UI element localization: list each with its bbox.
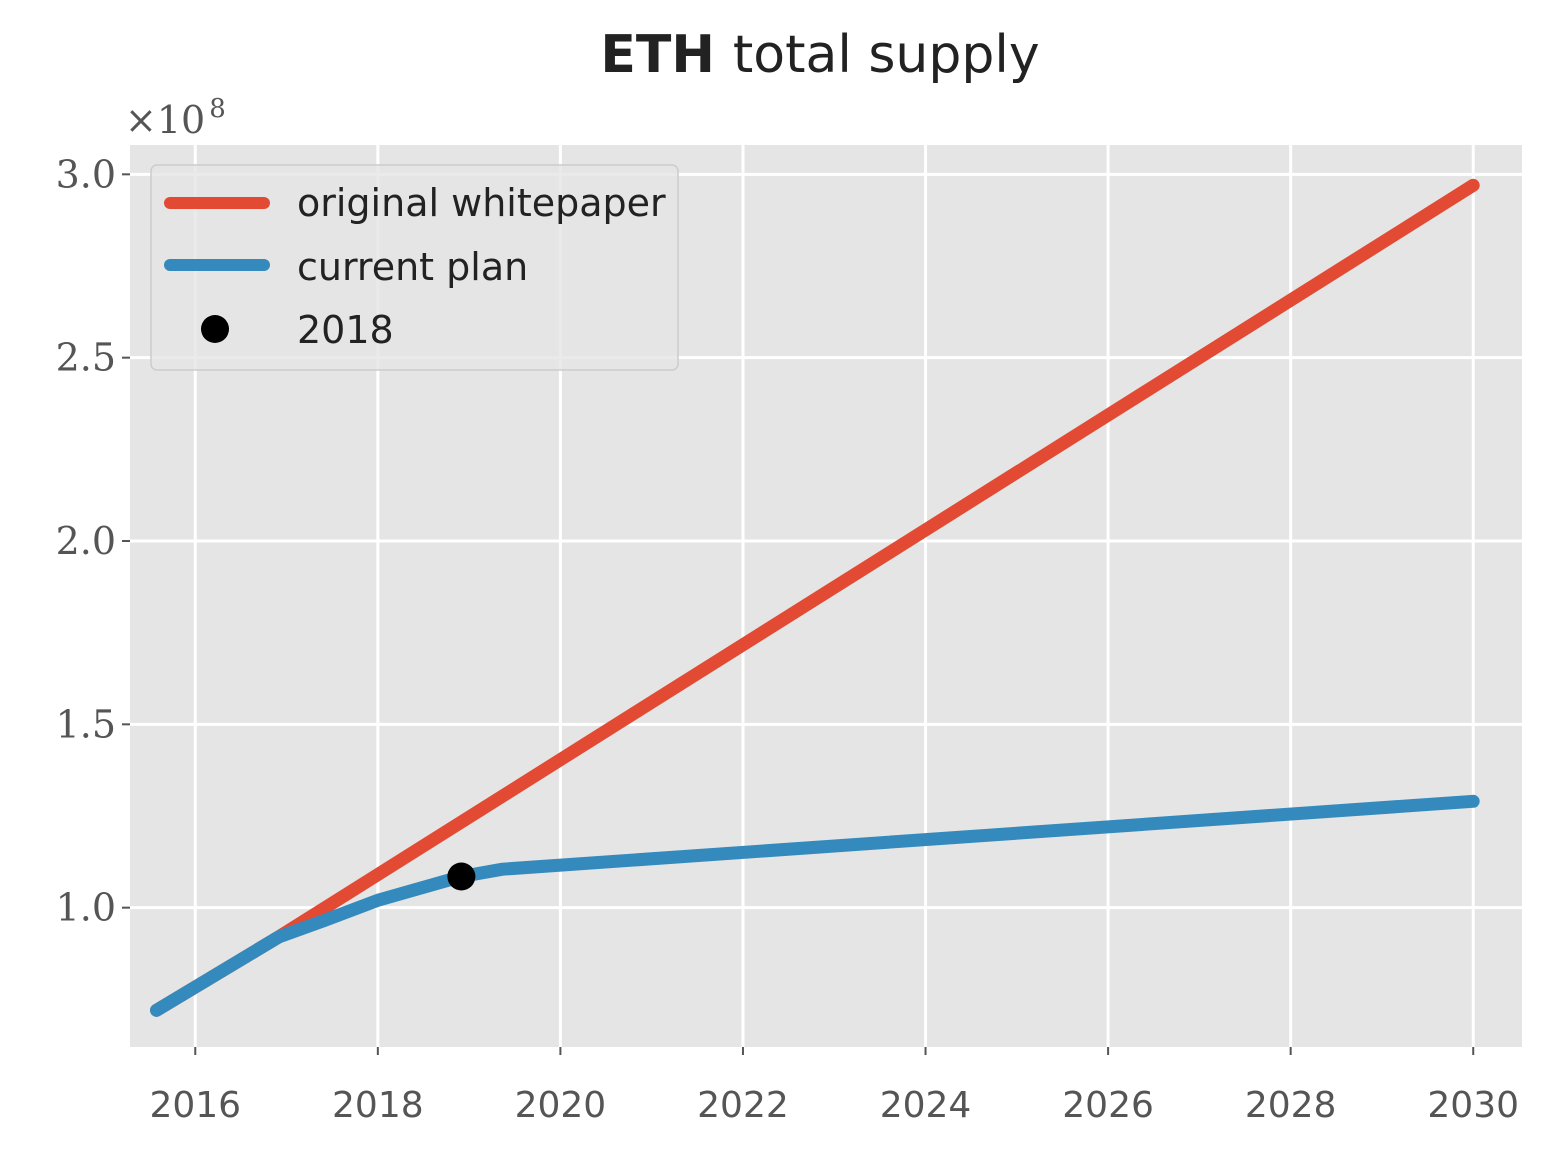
legend-box bbox=[150, 164, 679, 371]
legend-label-2018: 2018 bbox=[297, 308, 394, 352]
y-tick-label: 1.5 bbox=[56, 702, 116, 746]
markers bbox=[447, 862, 476, 891]
y-tick-label: 1.0 bbox=[56, 886, 116, 930]
series-lines bbox=[150, 178, 1480, 1017]
x-tick-label: 2018 bbox=[332, 1085, 424, 1126]
chart-title: ETH total supply bbox=[600, 25, 1039, 85]
y-tick-label: 2.0 bbox=[56, 519, 116, 563]
x-tick-label: 2026 bbox=[1062, 1085, 1154, 1126]
marker-point-2018 bbox=[447, 862, 476, 891]
y-tick-label: 3.0 bbox=[56, 152, 116, 196]
chart-title-bold: ETH bbox=[600, 25, 715, 85]
y-axis-offset-exponent: 8 bbox=[209, 94, 226, 124]
x-tick-label: 2024 bbox=[880, 1085, 972, 1126]
y-tick-label: 2.5 bbox=[56, 336, 116, 380]
x-axis-ticks: 2016 2018 2020 2022 2024 2026 2028 2030 bbox=[149, 1047, 1519, 1126]
x-tick-label: 2022 bbox=[697, 1085, 789, 1126]
legend-label-original-whitepaper: original whitepaper bbox=[297, 181, 666, 225]
y-axis-offset-base: ×10 bbox=[125, 98, 205, 142]
series-line-current-plan bbox=[150, 794, 1480, 1017]
y-axis-offset-label: ×10 8 bbox=[125, 94, 226, 142]
x-tick-label: 2028 bbox=[1245, 1085, 1337, 1126]
legend-swatch-2018-marker bbox=[201, 315, 229, 343]
x-tick-label: 2016 bbox=[149, 1085, 241, 1126]
x-tick-label: 2030 bbox=[1427, 1085, 1519, 1126]
legend: original whitepaper current plan 2018 bbox=[150, 164, 679, 371]
x-tick-label: 2020 bbox=[515, 1085, 607, 1126]
chart-title-rest: total supply bbox=[733, 25, 1040, 85]
legend-label-current-plan: current plan bbox=[297, 245, 528, 289]
y-axis-ticks: 1.0 1.5 2.0 2.5 3.0 bbox=[56, 152, 130, 930]
